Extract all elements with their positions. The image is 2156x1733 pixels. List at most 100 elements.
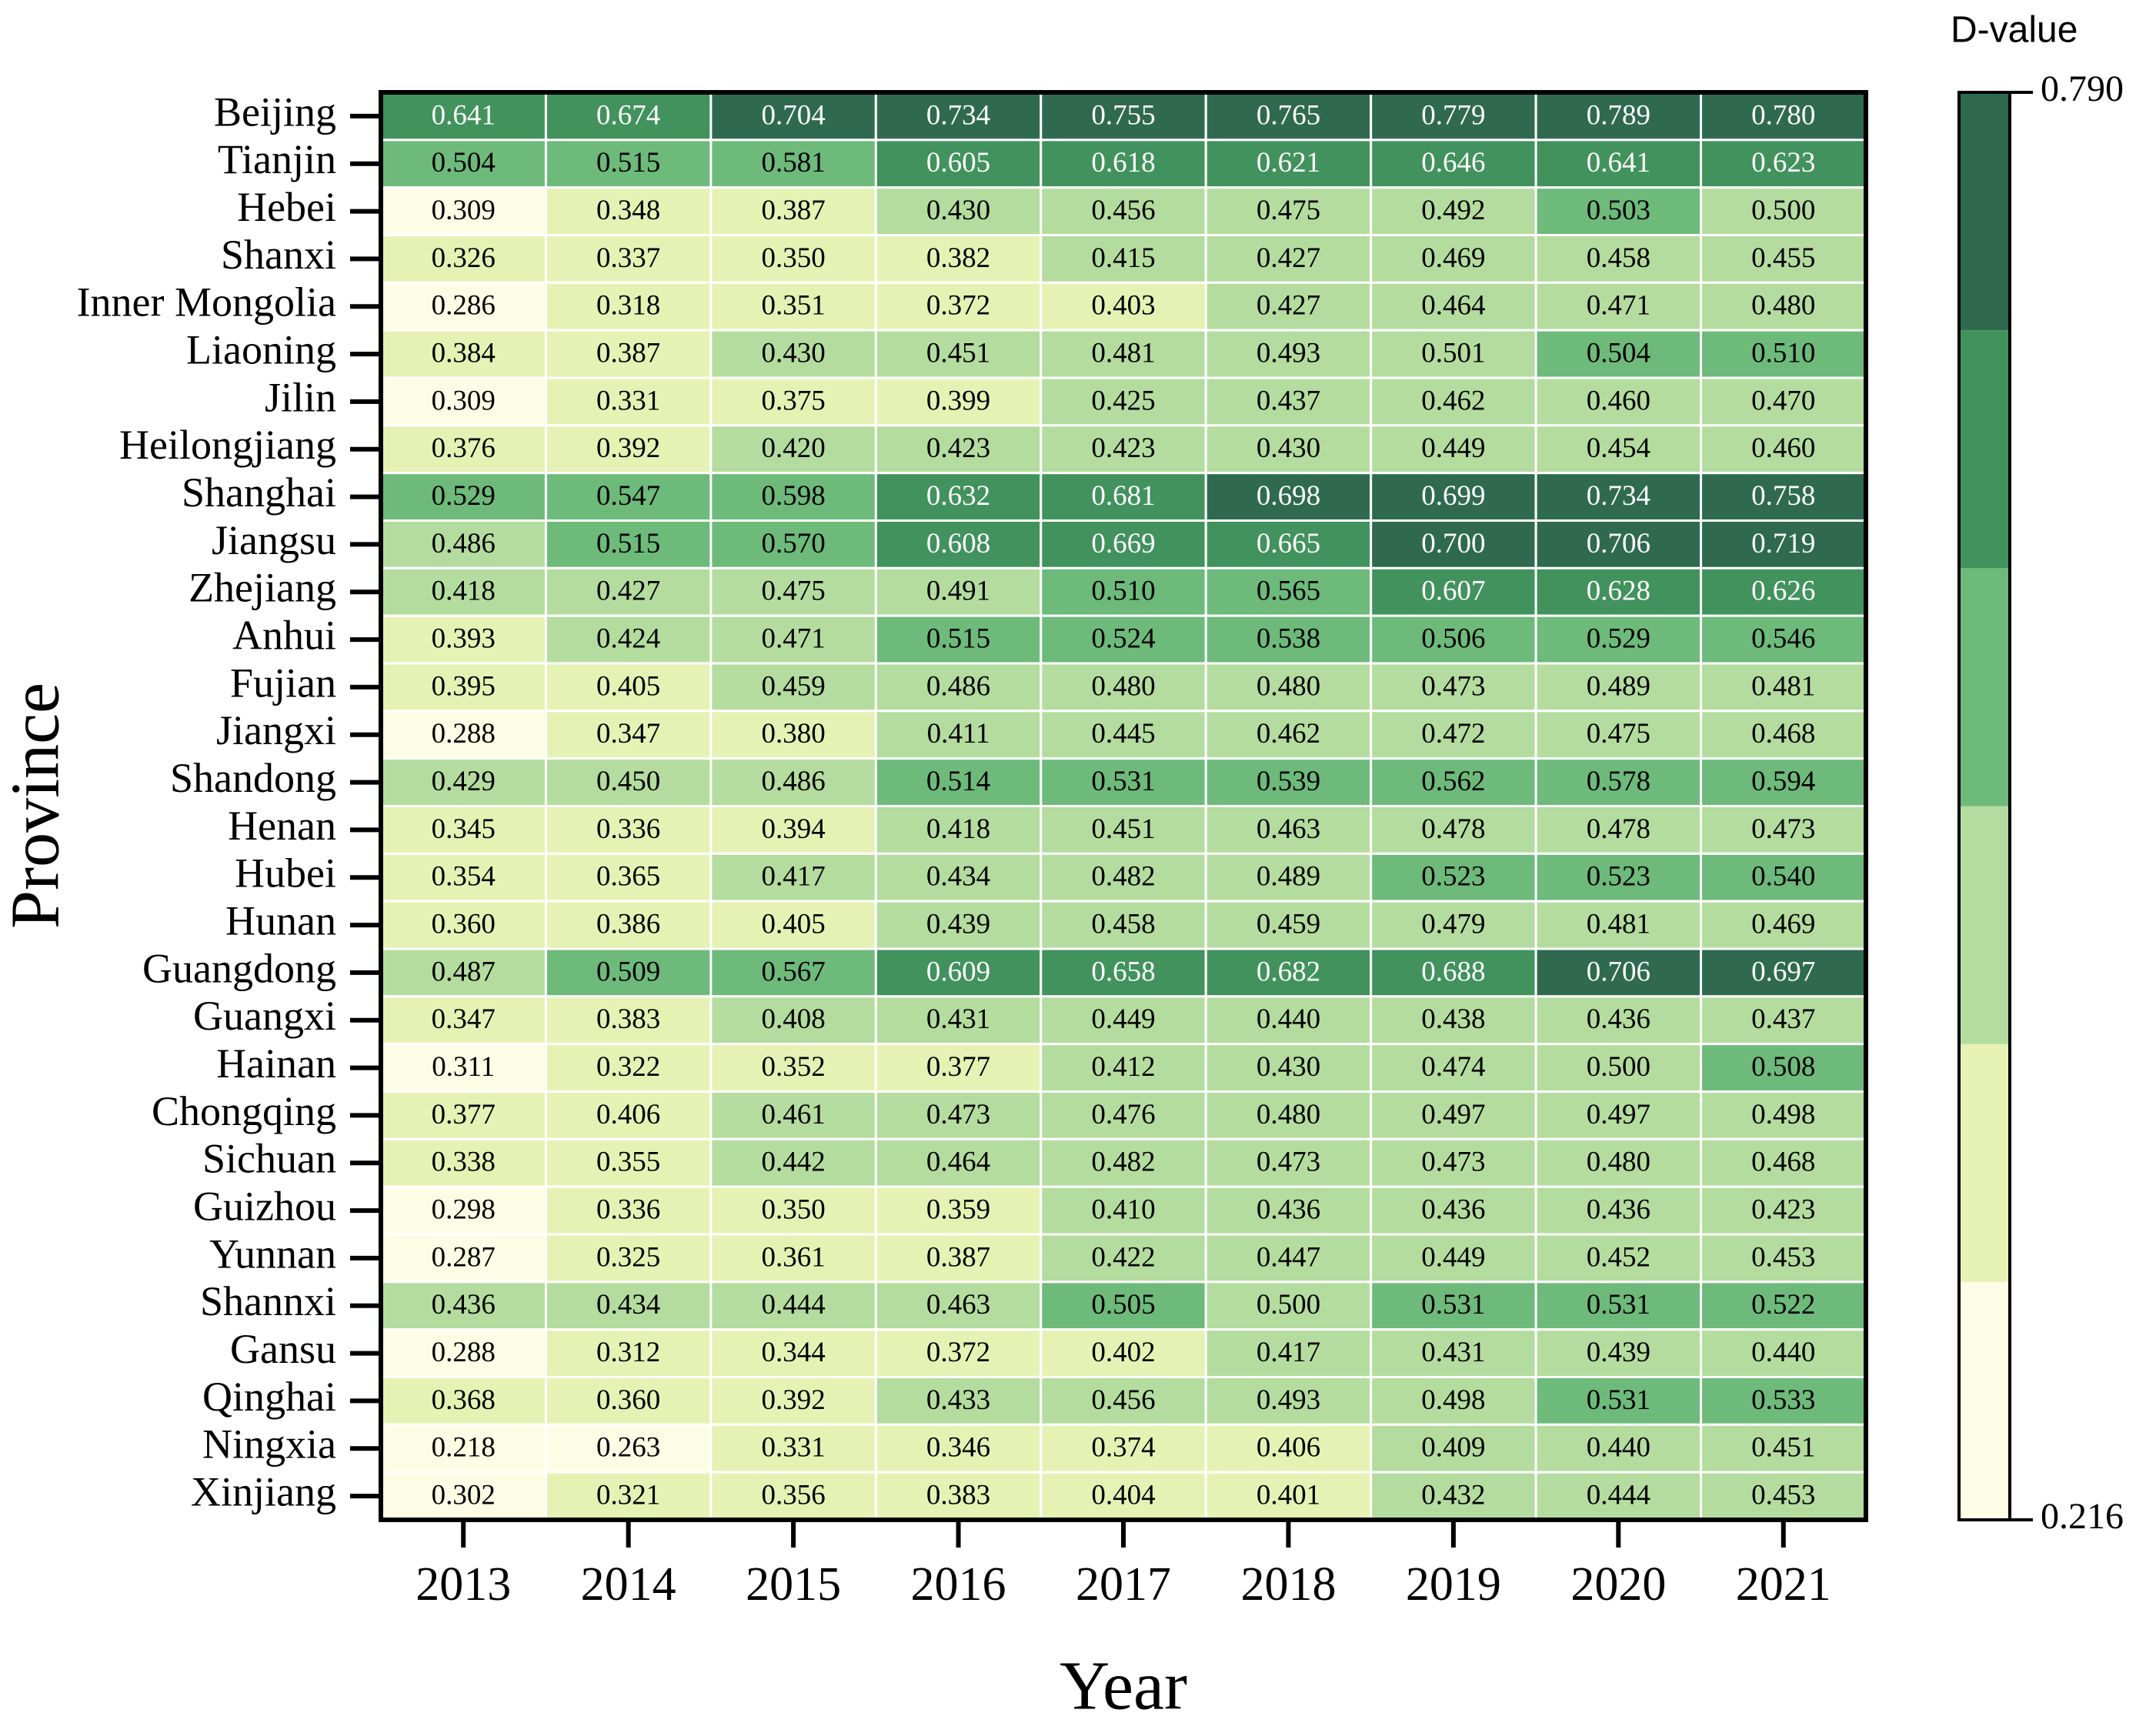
cell-label: 0.581 <box>761 147 825 179</box>
colorbar-segment <box>1959 92 2010 331</box>
y-tick-label: Shandong <box>170 755 336 801</box>
heatmap-cell <box>874 805 1043 855</box>
cell-label: 0.322 <box>596 1051 660 1083</box>
cell-label: 0.430 <box>1257 1051 1320 1083</box>
cell-label: 0.463 <box>1257 813 1320 845</box>
cell-label: 0.399 <box>926 385 990 416</box>
cell-label: 0.468 <box>1751 1147 1815 1178</box>
cell-label: 0.445 <box>1091 718 1155 750</box>
cell-label: 0.344 <box>761 1337 825 1368</box>
heatmap-cell <box>544 472 713 523</box>
cell-label: 0.408 <box>761 1003 825 1035</box>
cell-label: 0.524 <box>1091 623 1155 655</box>
x-tick-label: 2013 <box>416 1558 511 1611</box>
heatmap-cell <box>1040 329 1207 379</box>
cell-label: 0.473 <box>926 1099 990 1130</box>
cell-label: 0.309 <box>432 195 496 226</box>
cell-label: 0.352 <box>761 1051 825 1083</box>
cell-label: 0.505 <box>1091 1289 1155 1321</box>
cell-label: 0.386 <box>596 909 660 940</box>
cell-label: 0.450 <box>596 766 660 797</box>
cell-label: 0.345 <box>432 813 496 845</box>
cell-label: 0.529 <box>1587 623 1650 655</box>
y-tick-label: Hainan <box>216 1040 336 1087</box>
cell-label: 0.424 <box>596 623 660 655</box>
cell-label: 0.383 <box>596 1003 660 1035</box>
y-tick-label: Hebei <box>237 184 336 230</box>
heatmap-cell <box>1534 995 1703 1046</box>
cell-label: 0.449 <box>1421 432 1485 464</box>
cell-label: 0.765 <box>1257 99 1320 131</box>
cell-label: 0.372 <box>926 290 990 322</box>
cell-label: 0.540 <box>1751 861 1815 893</box>
heatmap-cell <box>544 662 713 713</box>
cell-label: 0.338 <box>432 1147 496 1178</box>
cell-label: 0.458 <box>1587 242 1650 274</box>
heatmap-cell <box>379 329 547 379</box>
heatmap-cell <box>1040 1185 1207 1236</box>
y-tick-label: Yunnan <box>209 1230 336 1277</box>
heatmap-cell <box>379 1328 547 1378</box>
cell-label: 0.479 <box>1421 909 1485 940</box>
cell-label: 0.455 <box>1751 242 1815 274</box>
cell-label: 0.626 <box>1751 576 1815 607</box>
heatmap-cell <box>1040 1281 1207 1331</box>
cell-label: 0.464 <box>926 1147 990 1178</box>
cell-label: 0.472 <box>1421 718 1485 750</box>
cell-label: 0.510 <box>1091 576 1155 607</box>
heatmap-cell <box>1040 1233 1207 1284</box>
cell-label: 0.480 <box>1257 1099 1320 1130</box>
cell-label: 0.418 <box>926 813 990 845</box>
heatmap-cell <box>1370 519 1537 569</box>
cell-label: 0.374 <box>1091 1432 1155 1464</box>
cell-label: 0.486 <box>761 766 825 797</box>
y-tick-label: Qinghai <box>202 1374 336 1420</box>
colorbar-segment <box>1959 806 2010 1044</box>
heatmap-cell <box>1700 1185 1867 1236</box>
y-tick-label: Guangxi <box>193 993 336 1039</box>
heatmap-cell <box>709 1185 877 1236</box>
cell-label: 0.415 <box>1091 242 1155 274</box>
cell-label: 0.360 <box>596 1384 660 1416</box>
heatmap-cell <box>1204 519 1373 569</box>
heatmap-cell <box>1534 139 1703 189</box>
heatmap-cell <box>1370 805 1537 855</box>
cell-label: 0.437 <box>1751 1003 1815 1035</box>
cell-label: 0.475 <box>1257 195 1320 226</box>
cell-label: 0.359 <box>926 1194 990 1226</box>
cell-label: 0.286 <box>432 290 496 322</box>
heatmap-cell <box>874 234 1043 284</box>
cell-label: 0.669 <box>1091 528 1155 559</box>
cell-label: 0.387 <box>596 338 660 369</box>
heatmap-cell <box>874 900 1043 950</box>
heatmap-cell <box>1370 566 1537 617</box>
heatmap-cell <box>874 1090 1043 1140</box>
cell-label: 0.480 <box>1751 290 1815 322</box>
heatmap-cell <box>1534 1137 1703 1188</box>
cell-label: 0.681 <box>1091 480 1155 512</box>
heatmap-cell <box>1204 1233 1373 1284</box>
heatmap-cell <box>709 186 877 237</box>
cell-label: 0.423 <box>1751 1194 1815 1226</box>
y-tick-label: Jilin <box>265 374 336 420</box>
heatmap-cell <box>544 1090 713 1140</box>
heatmap-cell <box>379 852 547 903</box>
heatmap-cell <box>874 1376 1043 1426</box>
cell-label: 0.337 <box>596 242 660 274</box>
cell-label: 0.423 <box>926 432 990 464</box>
cell-label: 0.688 <box>1421 956 1485 987</box>
heatmap-cell <box>1040 1471 1207 1521</box>
heatmap-cell <box>1700 281 1867 332</box>
cell-label: 0.382 <box>926 242 990 274</box>
cell-label: 0.480 <box>1257 670 1320 702</box>
cell-label: 0.451 <box>1751 1432 1815 1464</box>
cell-label: 0.780 <box>1751 99 1815 131</box>
y-tick-label: Heilongjiang <box>119 422 336 468</box>
cell-label: 0.665 <box>1257 528 1320 559</box>
cell-label: 0.493 <box>1257 1384 1320 1416</box>
heatmap-cell <box>1700 1376 1867 1426</box>
heatmap-cell <box>874 1281 1043 1331</box>
heatmap-cell <box>709 757 877 808</box>
cell-label: 0.406 <box>596 1099 660 1130</box>
